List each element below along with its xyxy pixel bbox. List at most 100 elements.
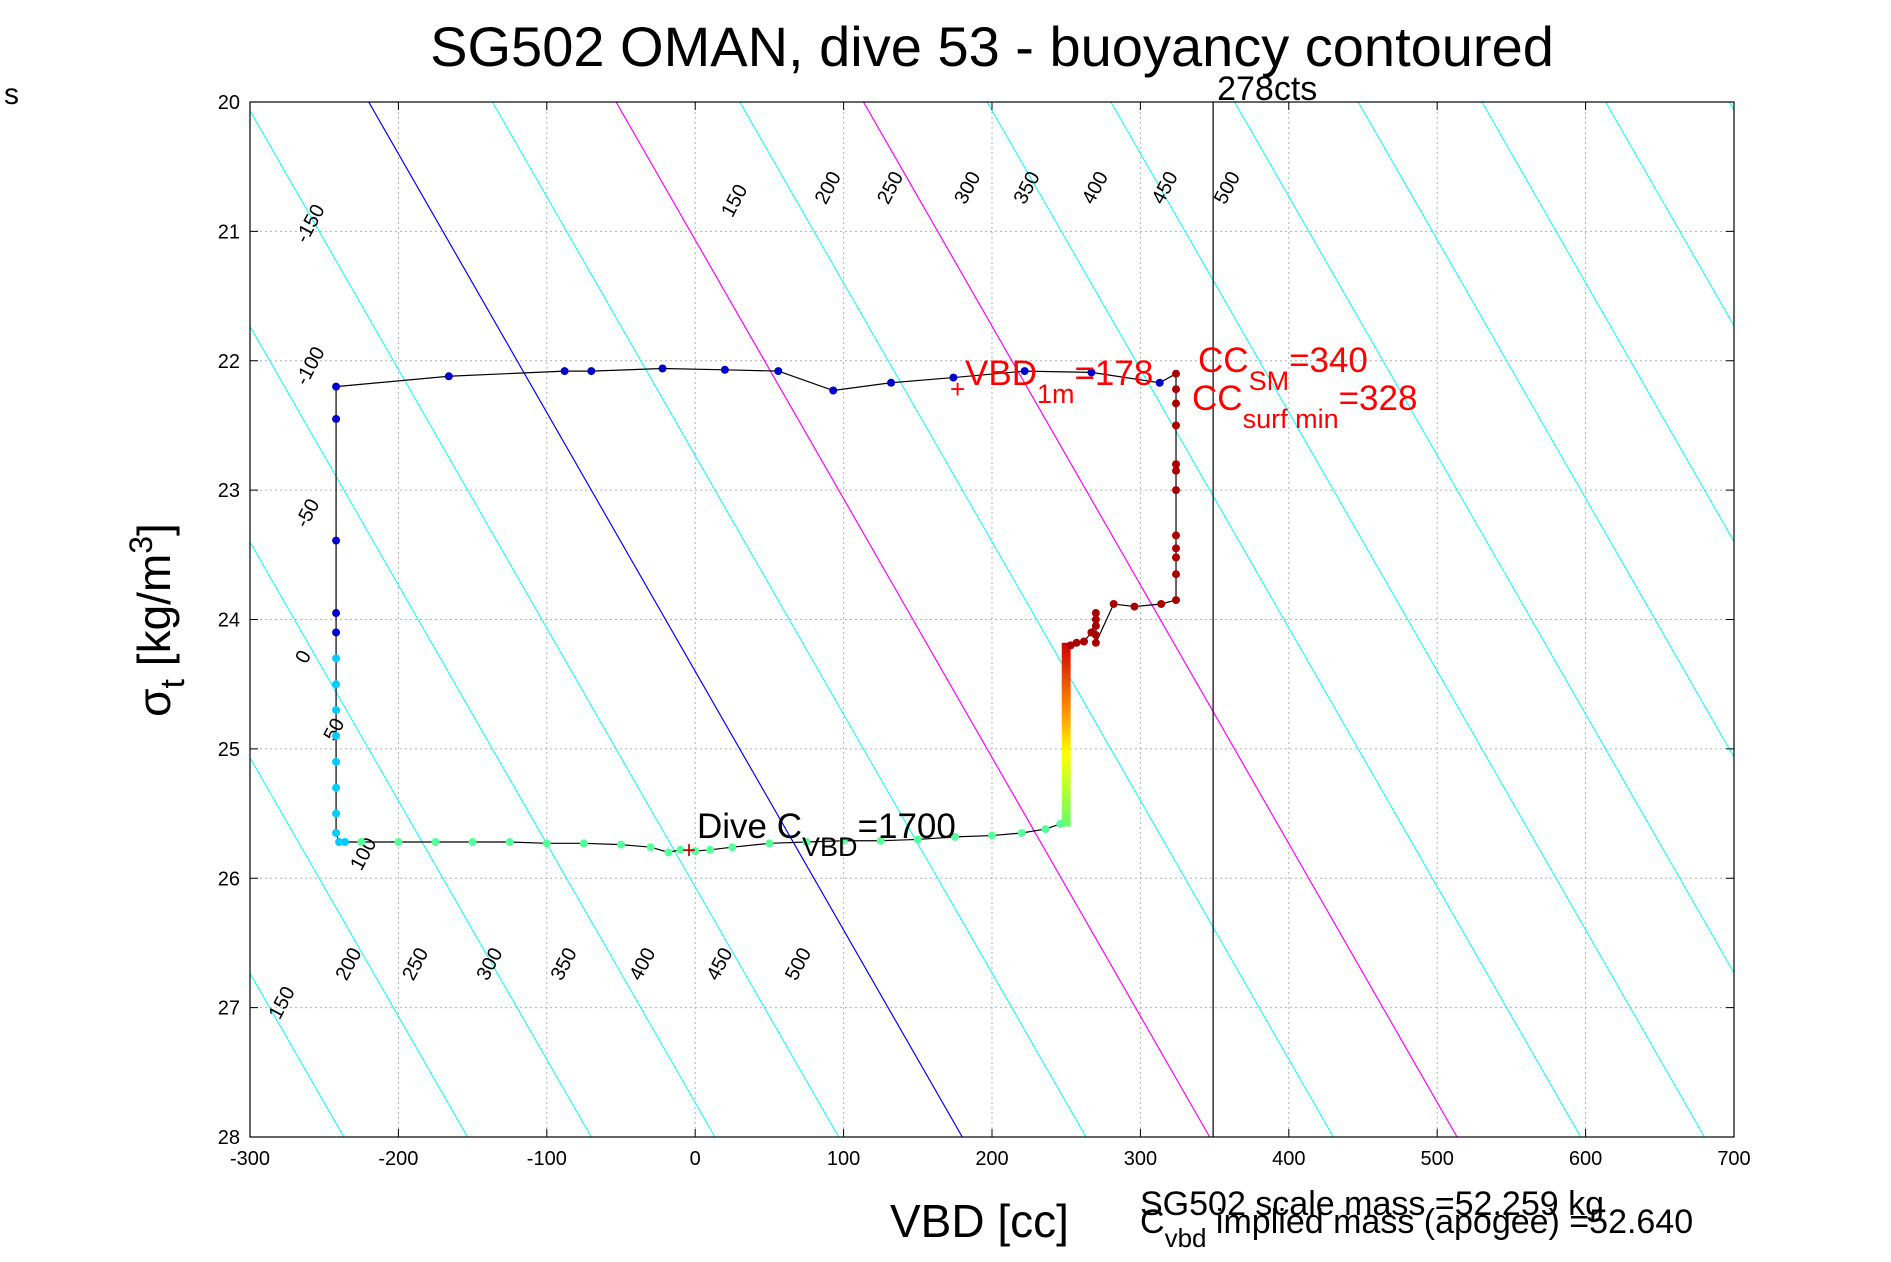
data-point — [720, 365, 729, 374]
scale-mass-annotation: SG502 scale mass =52.259 kg — [1140, 1185, 1604, 1223]
y-tick-label: 28 — [218, 1127, 240, 1149]
x-tick-label: 0 — [690, 1148, 701, 1170]
x-tick-label: 700 — [1717, 1148, 1750, 1170]
data-point — [1017, 828, 1026, 837]
data-point — [1080, 637, 1089, 646]
data-point — [431, 838, 440, 847]
x-tick-label: -200 — [378, 1148, 418, 1170]
data-point — [1041, 825, 1050, 834]
y-tick-label: 23 — [218, 480, 240, 502]
vbd-1m-marker: + — [950, 374, 965, 404]
x-tick-label: 200 — [975, 1148, 1008, 1170]
contour-line — [0, 102, 220, 1137]
dive-cvbd-annotation: Dive CVBD=1700 — [697, 807, 956, 862]
y-tick-label: 21 — [218, 221, 240, 243]
x-tick-label: 100 — [827, 1148, 860, 1170]
data-point — [1091, 609, 1100, 618]
cc-sm-annotation: CCSM=340 — [1198, 341, 1368, 396]
contour-line — [1853, 102, 1891, 1137]
data-point — [335, 838, 344, 847]
data-point — [774, 367, 783, 376]
data-point — [1172, 466, 1181, 475]
data-point — [357, 838, 366, 847]
data-point — [1157, 599, 1166, 608]
data-point — [676, 845, 685, 854]
data-point — [728, 843, 737, 852]
data-points — [332, 364, 1181, 857]
data-point — [1056, 819, 1065, 828]
contour-line — [250, 540, 592, 1137]
x-tick-label: -300 — [230, 1148, 270, 1170]
data-point — [1172, 486, 1181, 495]
data-point — [332, 628, 341, 637]
data-point — [1130, 602, 1139, 611]
contour-line — [1110, 102, 1705, 1137]
y-tick-label: 20 — [218, 92, 240, 114]
data-point — [765, 839, 774, 848]
data-point — [1172, 421, 1181, 430]
data-point — [829, 386, 838, 395]
data-point — [658, 364, 667, 373]
corner-label: s — [4, 78, 19, 111]
data-point — [1172, 553, 1181, 562]
data-point — [468, 838, 477, 847]
data-point — [1172, 544, 1181, 553]
data-point — [332, 414, 341, 423]
data-point — [691, 847, 700, 856]
y-tick-label: 27 — [218, 998, 240, 1020]
data-point — [587, 367, 596, 376]
contour-line — [862, 102, 1458, 1137]
data-point — [332, 382, 341, 391]
data-point — [332, 706, 341, 715]
data-point — [332, 654, 341, 663]
dive-cvbd-marker: + — [682, 837, 696, 864]
contour-line — [1481, 102, 1734, 543]
x-tick-label: -100 — [527, 1148, 567, 1170]
data-point — [876, 836, 885, 845]
dive-color-trail — [1061, 642, 1071, 827]
data-point — [332, 809, 341, 818]
data-point — [913, 835, 922, 844]
data-point — [1087, 368, 1096, 377]
data-point — [560, 367, 569, 376]
contour-line — [1234, 102, 1734, 974]
cc-surf-min-annotation: CCsurf min=328 — [1192, 379, 1417, 434]
contour-line — [739, 102, 1334, 1137]
x-tick-label: 400 — [1272, 1148, 1305, 1170]
data-point — [505, 838, 514, 847]
contour-line — [615, 102, 1211, 1137]
data-point — [802, 838, 811, 847]
data-point — [394, 838, 403, 847]
data-point — [1109, 599, 1118, 608]
data-point — [1072, 638, 1081, 647]
data-point — [887, 378, 896, 387]
implied-mass-annotation: Cvbd implied mass (apogee) =52.640 — [1140, 1203, 1693, 1253]
data-point — [950, 832, 959, 841]
data-point — [1091, 621, 1100, 630]
data-point — [949, 373, 958, 382]
data-point — [1172, 369, 1181, 378]
data-point — [1091, 615, 1100, 624]
contour-line — [368, 102, 963, 1137]
data-point — [617, 840, 625, 849]
y-tick-label: 22 — [218, 351, 240, 373]
data-point — [988, 831, 996, 840]
data-point — [332, 680, 341, 689]
y-tick-label: 25 — [218, 739, 240, 761]
data-point — [332, 609, 341, 618]
data-point — [579, 839, 588, 848]
data-point — [444, 372, 453, 381]
data-point — [1172, 596, 1181, 605]
contour-line — [491, 102, 1087, 1137]
data-point — [1172, 385, 1181, 394]
data-point — [332, 783, 341, 792]
chart-title: SG502 OMAN, dive 53 - buoyancy contoured — [430, 15, 1554, 78]
data-point — [664, 848, 673, 857]
contour-line — [250, 325, 716, 1137]
contour-line — [1357, 102, 1734, 759]
data-point — [1172, 570, 1181, 579]
data-point — [340, 838, 349, 847]
vbd-1m-annotation: VBD1m=178 — [965, 354, 1153, 409]
contour-line — [1605, 102, 1734, 327]
